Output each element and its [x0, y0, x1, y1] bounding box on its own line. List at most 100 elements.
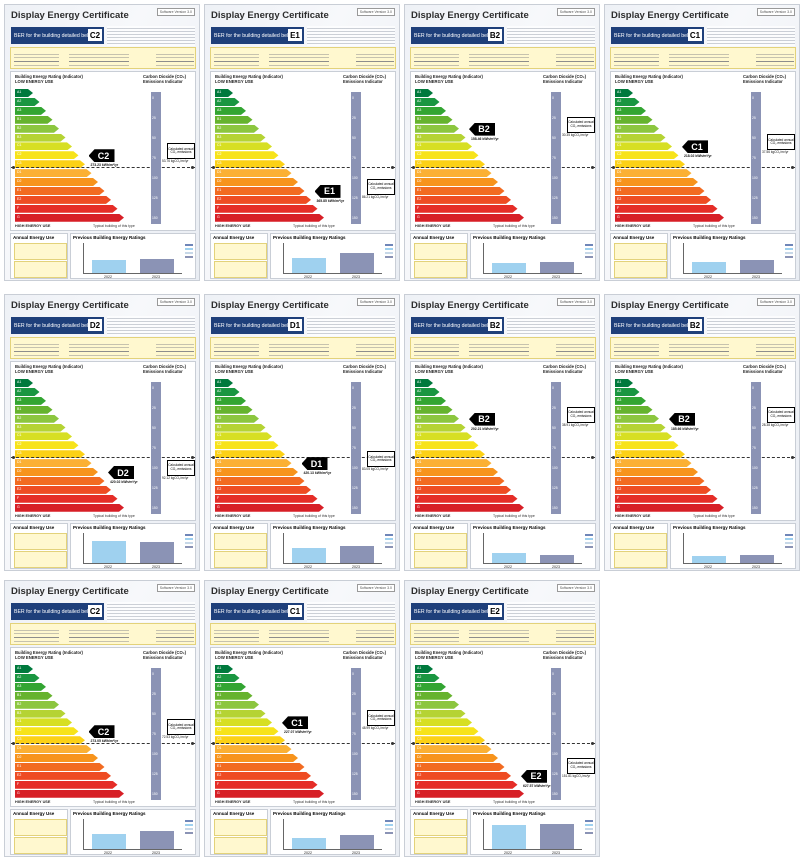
annual-energy-use: Annual Energy Use — [10, 523, 68, 569]
co2-arrow: Calculated annual CO₂ emissions — [767, 134, 795, 151]
scale-band-label: A1 — [17, 380, 22, 384]
scale-band-label: B1 — [17, 692, 22, 697]
annual-energy-use: Annual Energy Use — [410, 233, 468, 279]
scale-band-label: A2 — [217, 98, 222, 103]
high-energy-label: HIGH ENERGY USE — [215, 800, 251, 804]
scale-band-label: C3 — [17, 737, 22, 742]
scale-band-label: A3 — [417, 107, 422, 112]
this-building-values — [614, 533, 667, 550]
energy-rating-chart: Building Energy Rating (Indicator) LOW EN… — [10, 71, 196, 231]
scale-band: C1 — [415, 718, 472, 726]
typical-dot — [412, 742, 415, 746]
scale-band: B3 — [15, 424, 66, 432]
ber-banner: BER for the building detailed below is: D… — [11, 317, 104, 334]
co2-arrow: Calculated annual CO₂ emissions — [367, 451, 395, 468]
scale-band: E1 — [615, 477, 705, 485]
scale-band: B2 — [15, 125, 59, 133]
scale-band-label: F — [617, 495, 620, 500]
previous-ratings: Previous Building Energy Ratings 2022 2023 — [470, 523, 596, 569]
previous-legend — [385, 244, 393, 260]
previous-rating-bar — [292, 547, 326, 563]
co2-scale: 0 25 50 75 100 125 150 — [151, 668, 161, 800]
previous-rating-bar — [140, 259, 174, 273]
scale-band-label: D2 — [417, 179, 422, 183]
annual-energy-use: Annual Energy Use — [610, 523, 668, 569]
legend-swatch — [385, 534, 393, 536]
this-building-values — [414, 819, 467, 836]
co2-value: 72.53 kgCO₂/m²/yr — [162, 735, 189, 740]
annual-energy-use: Annual Energy Use — [210, 233, 268, 279]
rating-arrow: C2 — [88, 725, 115, 739]
scale-band: F — [415, 205, 518, 213]
scale-band: B3 — [215, 134, 266, 142]
building-details — [10, 337, 196, 359]
typical-building-note: Typical building of this type — [293, 224, 335, 228]
typical-building-note: Typical building of this type — [93, 514, 135, 518]
building-type-block — [69, 627, 129, 643]
scale-band-label: F — [417, 781, 420, 786]
scale-band: E1 — [15, 477, 105, 485]
software-version: Software Version 3.0 — [556, 584, 595, 592]
legend-swatch — [785, 252, 793, 254]
scale-band-label: A2 — [417, 388, 422, 393]
co2-header: Carbon Dioxide (CO₂) Emissions Indicator — [743, 364, 787, 374]
typical-dot — [412, 456, 415, 460]
typical-dot — [791, 456, 794, 460]
previous-ratings-plot: 2022 2023 — [83, 819, 182, 855]
ber-banner: BER for the building detailed below is: D… — [211, 317, 304, 334]
previous-rating-bar — [140, 830, 174, 849]
scale-band: B1 — [415, 406, 453, 414]
scale-band-label: D1 — [417, 170, 422, 175]
previous-rating-year: 2023 — [152, 275, 160, 279]
typical-line — [211, 743, 395, 745]
annual-energy-use: Annual Energy Use — [610, 233, 668, 279]
ber-number-block — [756, 51, 794, 67]
scale-band-label: A1 — [417, 380, 422, 384]
scale-band: A2 — [615, 98, 640, 106]
ber-number-block — [556, 627, 594, 643]
scale-band-label: G — [217, 214, 220, 219]
software-version: Software Version 3.0 — [156, 298, 195, 306]
typical-building-values — [14, 261, 67, 278]
co2-tick: 150 — [152, 792, 158, 796]
typical-building-note: Typical building of this type — [493, 800, 535, 804]
scale-band: E1 — [15, 187, 105, 195]
ber-banner: BER for the building detailed below is: B… — [411, 27, 504, 44]
rating-badge: B2 — [488, 319, 502, 331]
scale-band-label: C2 — [17, 152, 22, 157]
co2-tick: 125 — [152, 196, 158, 200]
this-building-values — [214, 533, 267, 550]
previous-rating-bar — [492, 553, 526, 563]
scale-band: A2 — [615, 388, 640, 396]
scale-band: A3 — [15, 107, 46, 115]
energy-rating-chart: Building Energy Rating (Indicator) LOW EN… — [410, 647, 596, 807]
scale-band-label: F — [617, 205, 620, 210]
legend-swatch — [585, 248, 593, 250]
scale-band-label: D2 — [617, 179, 622, 183]
scale-band-label: B2 — [417, 701, 422, 706]
rating-arrow: B2 — [469, 412, 495, 426]
address-block — [214, 627, 259, 643]
scale-band: C2 — [215, 441, 279, 449]
typical-building-note: Typical building of this type — [293, 514, 335, 518]
certificate-title: Display Energy Certificate — [11, 10, 129, 21]
scale-band-label: E2 — [417, 772, 422, 777]
scale-band: D1 — [215, 169, 292, 177]
scale-band: D1 — [415, 745, 492, 753]
scale-band: G — [615, 504, 724, 512]
rating-arrow: D1 — [301, 457, 328, 471]
scale-band: A1 — [615, 89, 633, 97]
scale-band: C1 — [415, 142, 472, 150]
typical-dot — [12, 456, 15, 460]
scale-band-label: E1 — [417, 763, 422, 768]
scale-band-label: A1 — [17, 666, 22, 670]
co2-tick: 0 — [352, 96, 354, 100]
scale-band-label: D1 — [417, 746, 422, 751]
scale-band: C3 — [15, 450, 85, 458]
previous-rating-bar — [540, 823, 574, 849]
previous-rating-bar — [492, 263, 526, 273]
scale-band-label: C3 — [617, 451, 622, 456]
low-energy-label: LOW ENERGY USE — [415, 369, 454, 374]
ber-number-block — [156, 51, 194, 67]
rating-badge: B2 — [488, 29, 502, 41]
